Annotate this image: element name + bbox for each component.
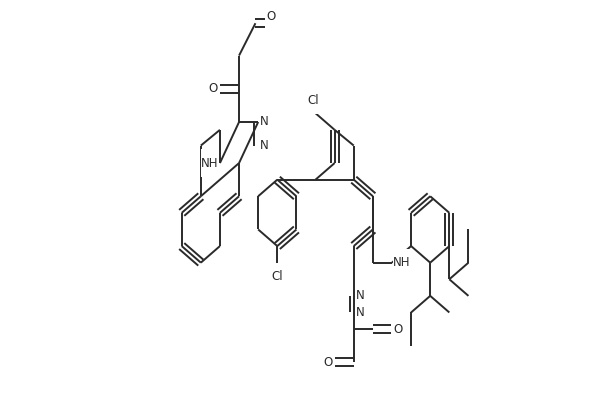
- Text: N: N: [356, 306, 365, 319]
- Text: O: O: [324, 356, 333, 369]
- FancyBboxPatch shape: [259, 108, 270, 136]
- FancyBboxPatch shape: [266, 2, 277, 30]
- FancyBboxPatch shape: [393, 315, 403, 343]
- Text: O: O: [209, 82, 218, 95]
- FancyBboxPatch shape: [393, 249, 411, 276]
- FancyBboxPatch shape: [355, 282, 366, 310]
- Text: N: N: [356, 289, 365, 303]
- Text: N: N: [261, 116, 269, 128]
- Text: O: O: [393, 323, 403, 335]
- FancyBboxPatch shape: [322, 348, 334, 376]
- Text: N: N: [261, 139, 269, 152]
- FancyBboxPatch shape: [201, 149, 219, 177]
- FancyBboxPatch shape: [355, 299, 366, 326]
- Text: NH: NH: [201, 156, 219, 169]
- FancyBboxPatch shape: [208, 75, 219, 103]
- Text: NH: NH: [393, 256, 411, 269]
- FancyBboxPatch shape: [259, 132, 270, 159]
- FancyBboxPatch shape: [304, 86, 322, 114]
- Text: Cl: Cl: [307, 93, 318, 107]
- FancyBboxPatch shape: [268, 263, 286, 290]
- Text: O: O: [267, 10, 276, 23]
- Text: Cl: Cl: [271, 270, 283, 283]
